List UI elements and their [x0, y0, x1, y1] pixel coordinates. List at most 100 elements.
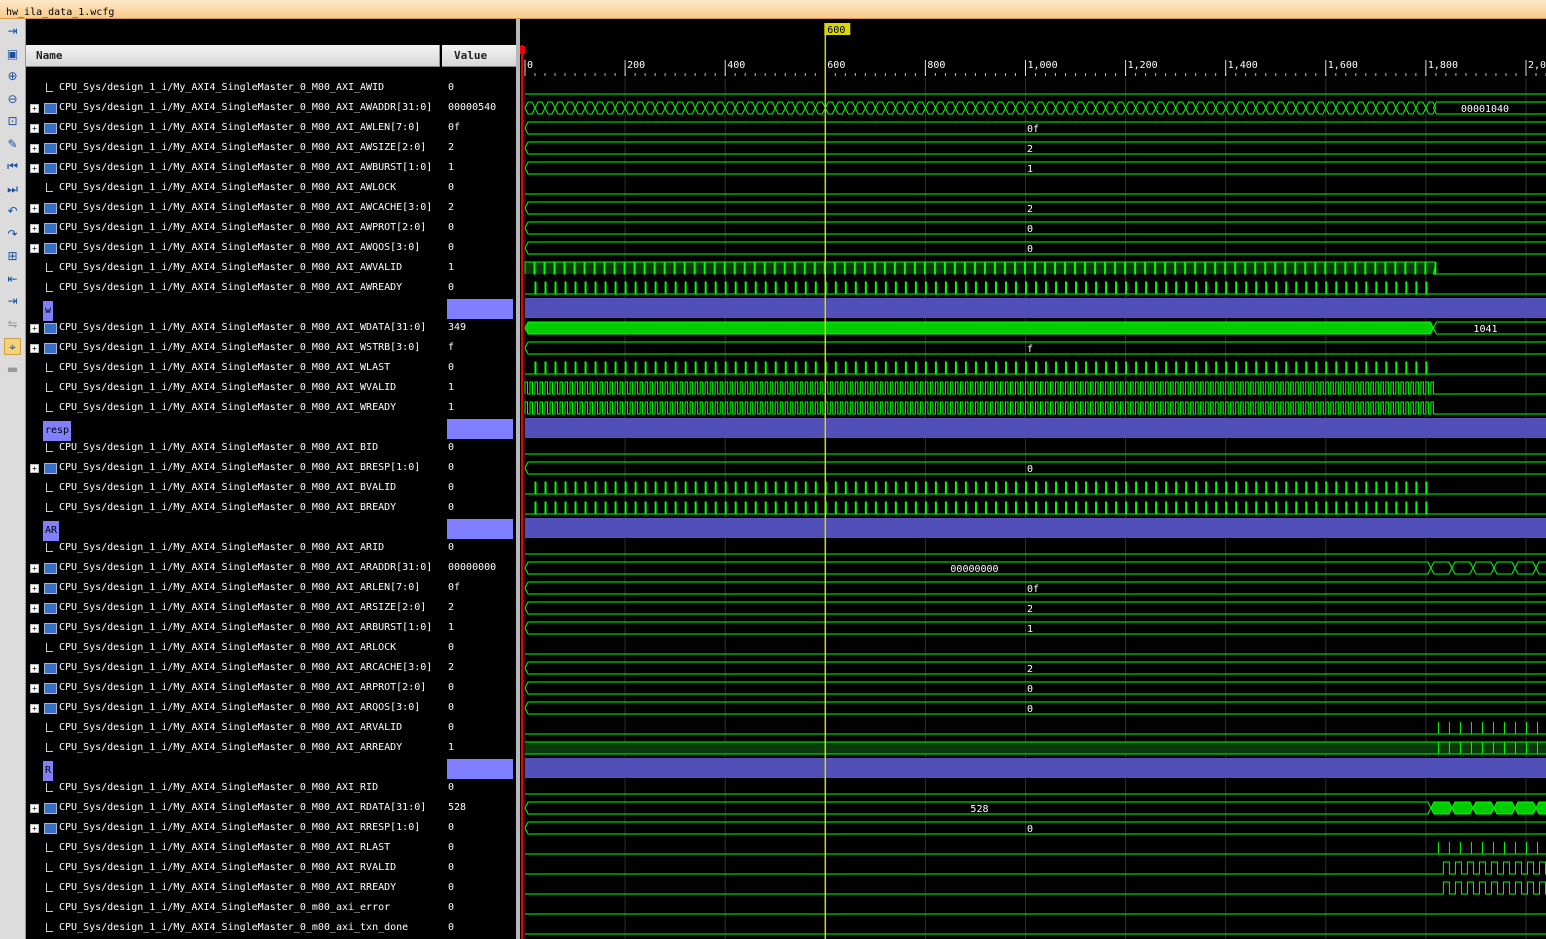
signal-row[interactable]: CPU_Sys/design_1_i/My_AXI4_SingleMaster_…	[26, 358, 441, 378]
signal-row[interactable]: + CPU_Sys/design_1_i/My_AXI4_SingleMaster…	[26, 618, 441, 638]
value-column-header[interactable]: Value	[442, 45, 516, 67]
previous-marker-icon[interactable]: ⇤	[7, 271, 18, 286]
group-row[interactable]: w	[43, 298, 54, 321]
signal-value: 00000000	[448, 562, 497, 573]
signal-row[interactable]: CPU_Sys/design_1_i/My_AXI4_SingleMaster_…	[26, 738, 441, 758]
signal-row[interactable]: CPU_Sys/design_1_i/My_AXI4_SingleMaster_…	[26, 858, 441, 878]
signal-row[interactable]: + CPU_Sys/design_1_i/My_AXI4_SingleMaster…	[26, 158, 441, 178]
floating-ruler-icon[interactable]: ▬	[6, 361, 19, 376]
signal-row[interactable]: CPU_Sys/design_1_i/My_AXI4_SingleMaster_…	[26, 178, 441, 198]
go-to-start-icon[interactable]: ⏮	[7, 159, 18, 173]
expand-icon[interactable]: +	[30, 804, 39, 813]
signal-row[interactable]: CPU_Sys/design_1_i/My_AXI4_SingleMaster_…	[26, 778, 441, 798]
expand-icon[interactable]: +	[30, 664, 39, 673]
signal-row[interactable]: CPU_Sys/design_1_i/My_AXI4_SingleMaster_…	[26, 538, 441, 558]
expand-icon[interactable]: +	[30, 824, 39, 833]
signal-row[interactable]: CPU_Sys/design_1_i/My_AXI4_SingleMaster_…	[26, 718, 441, 738]
signal-row[interactable]: + CPU_Sys/design_1_i/My_AXI4_SingleMaster…	[26, 818, 441, 838]
signal-row[interactable]: CPU_Sys/design_1_i/My_AXI4_SingleMaster_…	[26, 378, 441, 398]
bus-value-label: 0	[1027, 704, 1033, 715]
expand-icon[interactable]: +	[30, 104, 39, 113]
signal-row[interactable]: + CPU_Sys/design_1_i/My_AXI4_SingleMaster…	[26, 458, 441, 478]
signal-row[interactable]: CPU_Sys/design_1_i/My_AXI4_SingleMaster_…	[26, 478, 441, 498]
signal-row[interactable]: CPU_Sys/design_1_i/My_AXI4_SingleMaster_…	[26, 78, 441, 98]
signal-row[interactable]: + CPU_Sys/design_1_i/My_AXI4_SingleMaster…	[26, 198, 441, 218]
expand-icon[interactable]: +	[30, 604, 39, 613]
expand-icon[interactable]: +	[30, 684, 39, 693]
bit-signal-icon	[46, 543, 53, 552]
signal-row[interactable]: + CPU_Sys/design_1_i/My_AXI4_SingleMaster…	[26, 578, 441, 598]
signal-name: CPU_Sys/design_1_i/My_AXI4_SingleMaster_…	[59, 562, 433, 573]
signal-row[interactable]: CPU_Sys/design_1_i/My_AXI4_SingleMaster_…	[26, 638, 441, 658]
expand-icon[interactable]: +	[30, 124, 39, 133]
signal-row[interactable]: + CPU_Sys/design_1_i/My_AXI4_SingleMaster…	[26, 318, 441, 338]
signal-row[interactable]: CPU_Sys/design_1_i/My_AXI4_SingleMaster_…	[26, 278, 441, 298]
signal-row[interactable]: + CPU_Sys/design_1_i/My_AXI4_SingleMaster…	[26, 238, 441, 258]
waveform-canvas[interactable]: 0 200 400 600 800 1,000 1,200 1,400 1,600 1,800 2,…	[520, 19, 1546, 939]
zoom-in-icon[interactable]: ⊕	[7, 69, 18, 83]
bus-segment	[624, 101, 636, 115]
signal-row[interactable]: CPU_Sys/design_1_i/My_AXI4_SingleMaster_…	[26, 918, 441, 938]
expand-icon[interactable]: +	[30, 144, 39, 153]
group-row[interactable]: AR	[43, 518, 60, 541]
bus-segment	[1425, 101, 1437, 115]
window-titlebar[interactable]: hw_ila_data_1.wcfg	[0, 0, 1546, 19]
signal-row[interactable]: + CPU_Sys/design_1_i/My_AXI4_SingleMaster…	[26, 798, 441, 818]
expand-icon[interactable]: +	[30, 224, 39, 233]
signal-row[interactable]: CPU_Sys/design_1_i/My_AXI4_SingleMaster_…	[26, 878, 441, 898]
expand-icon[interactable]: +	[30, 164, 39, 173]
signal-row[interactable]: + CPU_Sys/design_1_i/My_AXI4_SingleMaster…	[26, 118, 441, 138]
waveform-svg[interactable]: 0 200 400 600 800 1,000 1,200 1,400 1,600 1,800 2,…	[520, 19, 1546, 939]
group-row[interactable]: resp	[43, 418, 72, 441]
expand-icon[interactable]: +	[30, 344, 39, 353]
signal-row[interactable]: + CPU_Sys/design_1_i/My_AXI4_SingleMaster…	[26, 338, 441, 358]
zoom-out-icon[interactable]: ⊖	[7, 91, 18, 106]
expand-icon[interactable]: +	[30, 704, 39, 713]
signal-row[interactable]: CPU_Sys/design_1_i/My_AXI4_SingleMaster_…	[26, 898, 441, 918]
signal-name: CPU_Sys/design_1_i/My_AXI4_SingleMaster_…	[59, 342, 421, 353]
signal-row[interactable]: + CPU_Sys/design_1_i/My_AXI4_SingleMaster…	[26, 98, 441, 118]
expand-icon[interactable]: +	[30, 584, 39, 593]
name-column-header[interactable]: Name	[26, 45, 440, 67]
swap-cursors-icon[interactable]: ⇋	[7, 316, 18, 331]
expand-icon[interactable]: +	[30, 464, 39, 473]
zoom-to-cursor-icon[interactable]: ✎	[7, 136, 18, 151]
panel-splitter[interactable]	[516, 19, 520, 939]
signal-row[interactable]: + CPU_Sys/design_1_i/My_AXI4_SingleMaster…	[26, 658, 441, 678]
expand-icon[interactable]: +	[30, 624, 39, 633]
next-transition-icon[interactable]: ↷	[7, 226, 18, 241]
group-row[interactable]: R	[43, 758, 54, 781]
bus-segment	[704, 101, 716, 115]
signal-row[interactable]: + CPU_Sys/design_1_i/My_AXI4_SingleMaster…	[26, 558, 441, 578]
next-marker-icon[interactable]: ⇥	[7, 294, 18, 308]
float-window-icon[interactable]: ⇥	[7, 24, 18, 38]
signal-row[interactable]: CPU_Sys/design_1_i/My_AXI4_SingleMaster_…	[26, 498, 441, 518]
signal-row[interactable]: + CPU_Sys/design_1_i/My_AXI4_SingleMaster…	[26, 598, 441, 618]
go-to-end-icon[interactable]: ⏭	[7, 181, 18, 196]
signal-value: 0	[448, 362, 455, 373]
signal-row[interactable]: CPU_Sys/design_1_i/My_AXI4_SingleMaster_…	[26, 838, 441, 858]
expand-icon[interactable]: +	[30, 324, 39, 333]
bit-signal-icon	[46, 883, 53, 892]
signal-row[interactable]: CPU_Sys/design_1_i/My_AXI4_SingleMaster_…	[26, 258, 441, 278]
signal-name: CPU_Sys/design_1_i/My_AXI4_SingleMaster_…	[59, 842, 391, 853]
zoom-fit-icon[interactable]: ⊡	[7, 114, 18, 128]
bus-signal-icon	[44, 143, 57, 154]
expand-icon[interactable]: +	[30, 204, 39, 213]
signal-row[interactable]: + CPU_Sys/design_1_i/My_AXI4_SingleMaster…	[26, 698, 441, 718]
bus-segment	[964, 101, 977, 115]
expand-icon[interactable]: +	[30, 244, 39, 253]
add-marker-icon[interactable]: ⊞	[7, 249, 18, 263]
high-fill	[525, 262, 1434, 274]
previous-transition-icon[interactable]: ↶	[7, 204, 18, 218]
expand-icon[interactable]: +	[30, 564, 39, 573]
save-icon[interactable]: ▣	[6, 46, 19, 61]
signal-row[interactable]: + CPU_Sys/design_1_i/My_AXI4_SingleMaster…	[26, 138, 441, 158]
bus-segment	[524, 141, 1546, 155]
signal-row[interactable]: + CPU_Sys/design_1_i/My_AXI4_SingleMaster…	[26, 218, 441, 238]
signal-row[interactable]: + CPU_Sys/design_1_i/My_AXI4_SingleMaster…	[26, 678, 441, 698]
snap-to-transition-icon[interactable]: ⌖	[4, 338, 21, 355]
signal-row[interactable]: CPU_Sys/design_1_i/My_AXI4_SingleMaster_…	[26, 438, 441, 458]
signal-row[interactable]: CPU_Sys/design_1_i/My_AXI4_SingleMaster_…	[26, 398, 441, 418]
bus-value-label: 0f	[1027, 124, 1039, 135]
